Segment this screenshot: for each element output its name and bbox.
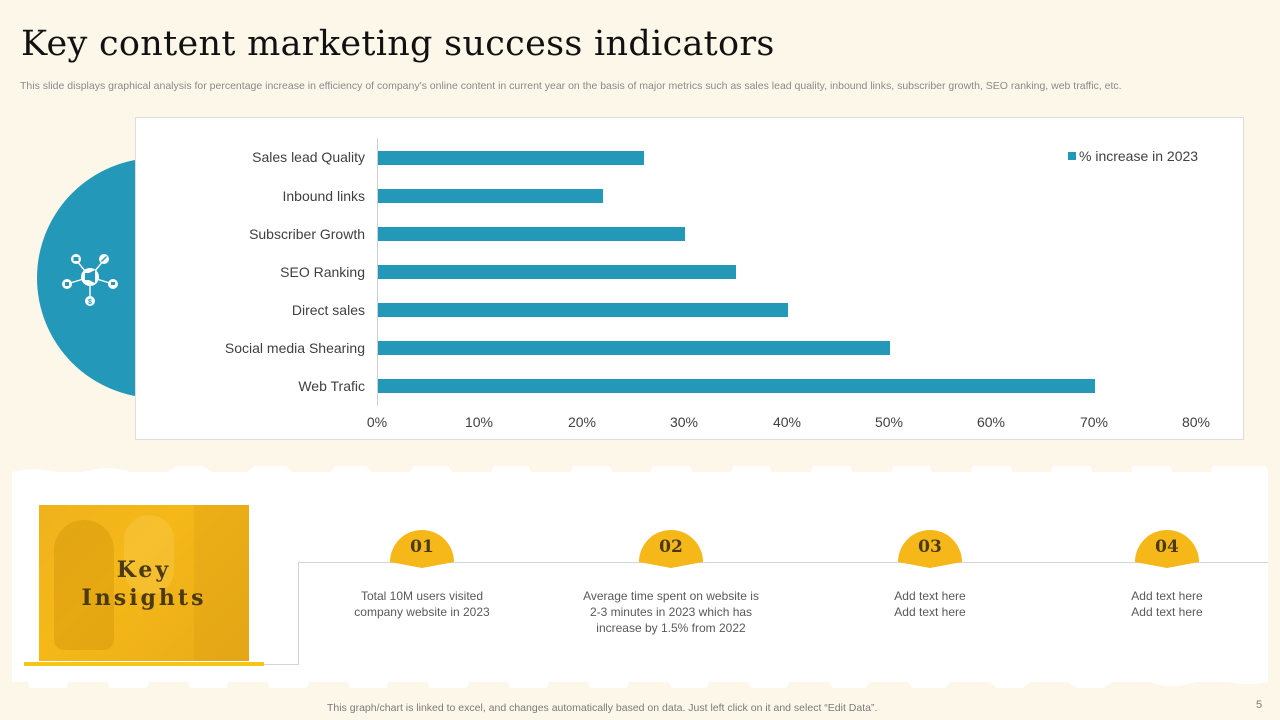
x-tick: 0% [366, 414, 388, 430]
torn-edge-bottom [12, 676, 1268, 688]
insight-text-04: Add text here Add text here [1131, 589, 1203, 619]
x-tick: 50% [874, 414, 904, 430]
x-tick: 30% [669, 414, 699, 430]
bar-direct-sales[interactable] [378, 303, 788, 317]
category-label: Sales lead Quality [252, 149, 365, 165]
category-label: Subscriber Growth [249, 226, 365, 242]
slide-subtitle: This slide displays graphical analysis f… [20, 80, 1122, 92]
key-insights-image [39, 505, 249, 661]
insight-text-03: Add text here Add text here [894, 589, 966, 619]
marketing-network-icon: $ [62, 254, 118, 306]
slide-title: Key content marketing success indicators [21, 24, 775, 64]
x-tick: 20% [567, 414, 597, 430]
bar-subscriber-growth[interactable] [378, 227, 686, 241]
svg-text:$: $ [88, 299, 92, 306]
category-label: Direct sales [291, 302, 365, 318]
legend-swatch-icon [1068, 152, 1076, 160]
x-tick: 70% [1079, 414, 1109, 430]
category-label: Web Trafic [298, 378, 365, 394]
bar-web-trafic[interactable] [378, 379, 1095, 393]
page-number: 5 [1256, 699, 1263, 711]
category-label: Inbound links [282, 188, 365, 204]
insight-badge-02: 02 [638, 530, 704, 570]
category-label: Social media Shearing [224, 340, 365, 356]
insight-badge-04: 04 [1134, 530, 1200, 570]
footer-note: This graph/chart is linked to excel, and… [327, 702, 878, 714]
bar-seo-ranking[interactable] [378, 265, 737, 279]
timeline-line [298, 562, 1268, 563]
bar-social-media-shearing[interactable] [378, 341, 890, 355]
yellow-underline [24, 662, 264, 666]
bar-sales-lead-quality[interactable] [378, 151, 645, 165]
category-label: SEO Ranking [280, 264, 365, 280]
insight-text-02: Average time spent on website is 2-3 min… [583, 589, 759, 635]
legend-label: % increase in 2023 [1079, 148, 1199, 164]
x-tick: 80% [1181, 414, 1211, 430]
insight-text-01: Total 10M users visited company website … [354, 589, 490, 619]
insight-badge-03: 03 [897, 530, 963, 570]
y-axis-line [377, 138, 378, 406]
x-tick: 60% [976, 414, 1006, 430]
key-insights-heading: Key Insights [81, 557, 207, 611]
frame-line [264, 562, 299, 665]
bar-inbound-links[interactable] [378, 189, 604, 203]
insight-badge-01: 01 [389, 530, 455, 570]
chart-legend: % increase in 2023 [1068, 148, 1198, 164]
frame-line [298, 562, 299, 665]
x-tick: 40% [772, 414, 802, 430]
x-tick: 10% [464, 414, 494, 430]
